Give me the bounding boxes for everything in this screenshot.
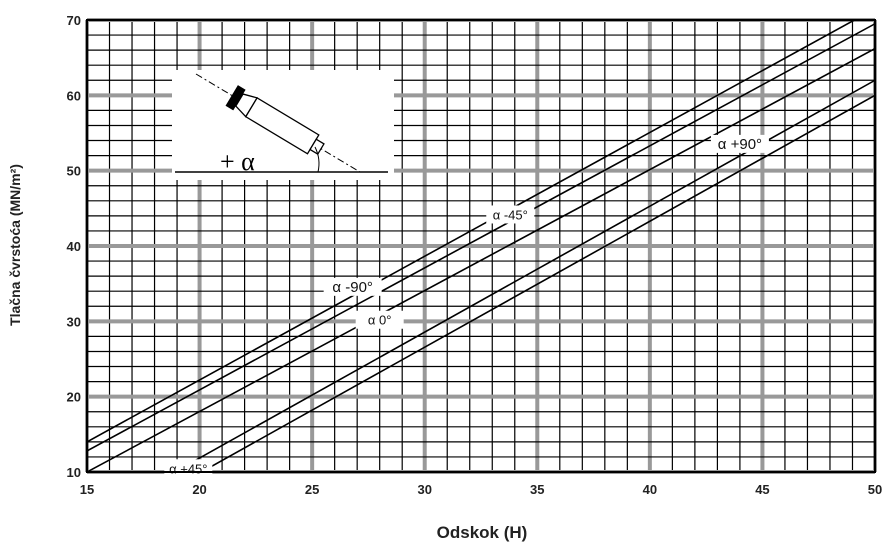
inset-angle-arc xyxy=(314,146,320,173)
y-tick-label: 10 xyxy=(67,465,81,480)
inset-diagram: + α xyxy=(172,70,394,180)
series-label-bg-4 xyxy=(710,134,769,153)
series-label-bg-1 xyxy=(486,205,535,224)
series-line-2 xyxy=(87,47,875,472)
x-axis-label: Odskok (H) xyxy=(437,523,528,542)
plot-frame xyxy=(86,19,876,473)
series-label-bg-2 xyxy=(355,310,404,329)
series-line-1 xyxy=(87,23,875,452)
y-tick-label: 70 xyxy=(67,13,81,28)
series-label-2: α 0° xyxy=(368,313,392,328)
series-line-4 xyxy=(199,94,875,472)
series-label-0: α -90° xyxy=(332,279,373,296)
y-tick-label: 40 xyxy=(67,239,81,254)
y-axis-label: Tlačna čvrstoća (MN/m²) xyxy=(7,164,23,326)
series-line-3 xyxy=(172,79,875,472)
x-tick-label: 25 xyxy=(305,482,319,497)
series-label-bg-0 xyxy=(323,277,382,296)
x-tick-label: 35 xyxy=(530,482,544,497)
x-tick-label: 15 xyxy=(80,482,94,497)
y-tick-label: 60 xyxy=(67,88,81,103)
x-tick-label: 50 xyxy=(868,482,882,497)
x-tick-label: 30 xyxy=(417,482,431,497)
series-labels: α -90° α -45° α 0° α +45° α +90° xyxy=(164,134,769,478)
series-line-0 xyxy=(87,20,857,443)
y-tick-label: 20 xyxy=(67,390,81,405)
inset-angle-label: + α xyxy=(220,147,255,176)
y-tick-label: 50 xyxy=(67,164,81,179)
x-tick-label: 45 xyxy=(755,482,769,497)
series-label-1: α -45° xyxy=(493,207,528,222)
series-label-4: α +90° xyxy=(718,136,762,153)
x-tick-label: 20 xyxy=(192,482,206,497)
x-axis-ticks: 15 20 25 30 35 40 45 50 xyxy=(80,482,882,497)
y-tick-label: 30 xyxy=(67,314,81,329)
y-axis-ticks: 10 20 30 40 50 60 70 xyxy=(67,13,81,480)
x-tick-label: 40 xyxy=(643,482,657,497)
series-label-3: α +45° xyxy=(169,461,207,476)
hammer-icon xyxy=(225,85,325,156)
series-lines xyxy=(87,20,875,472)
